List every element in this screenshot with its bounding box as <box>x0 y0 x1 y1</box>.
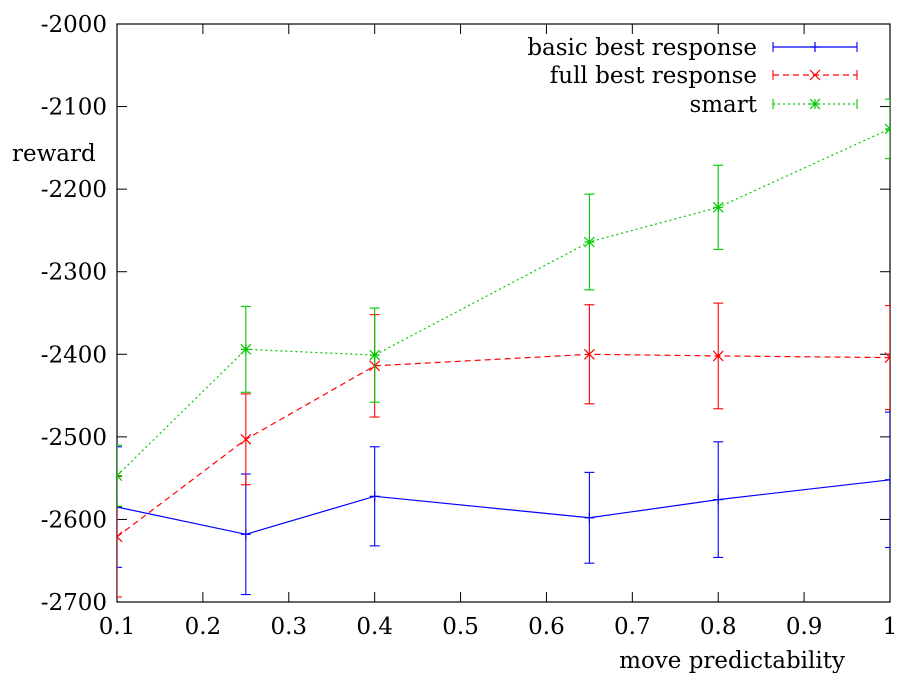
x-tick-label-5: 0.6 <box>528 614 565 640</box>
x-axis-label: move predictability <box>619 648 845 673</box>
y-tick-label-0: -2000 <box>41 12 107 38</box>
point-0-1 <box>240 529 251 540</box>
error-bar-2-0 <box>117 444 122 507</box>
error-bar-1-5 <box>885 305 890 411</box>
series-1 <box>117 302 890 598</box>
x-tick-label-2: 0.3 <box>270 614 307 640</box>
point-0-5 <box>885 474 890 485</box>
point-0-3 <box>584 512 595 523</box>
error-bar-1-0 <box>117 475 122 598</box>
legend-marker-0 <box>810 42 820 52</box>
error-bar-0-5 <box>885 411 890 549</box>
series-2 <box>117 98 890 507</box>
point-2-4 <box>712 201 724 213</box>
point-2-0 <box>117 470 123 482</box>
point-1-0 <box>117 531 123 543</box>
legend-item-2: smart <box>689 92 858 118</box>
legend-item-1: full best response <box>550 63 858 89</box>
series-line-1 <box>117 353 890 538</box>
point-2-2 <box>369 349 381 361</box>
y-tick-label-1: -2100 <box>41 95 107 121</box>
series-line-0 <box>117 479 890 535</box>
point-2-3 <box>583 236 595 248</box>
legend-label-2: smart <box>689 92 757 118</box>
legend-marker-2 <box>809 98 821 110</box>
x-tick-label-6: 0.7 <box>614 614 651 640</box>
series-0 <box>117 411 890 596</box>
series-layer <box>117 98 890 598</box>
point-2-1 <box>240 343 252 355</box>
point-1-1 <box>240 433 252 445</box>
y-tick-label-7: -2700 <box>41 590 107 616</box>
legend-label-0: basic best response <box>527 35 757 61</box>
point-1-3 <box>583 348 595 360</box>
y-tick-label-6: -2600 <box>41 507 107 533</box>
plot-frame <box>116 23 891 603</box>
x-tick-label-4: 0.5 <box>442 614 479 640</box>
error-bar-2-5 <box>885 98 890 160</box>
y-tick-label-5: -2500 <box>41 425 107 451</box>
x-tick-label-9: 1 <box>883 614 898 640</box>
point-0-0 <box>117 502 122 513</box>
point-0-2 <box>369 491 380 502</box>
x-tick-label-0: 0.1 <box>99 614 136 640</box>
point-1-5 <box>884 352 890 364</box>
y-tick-label-3: -2300 <box>41 260 107 286</box>
point-1-4 <box>712 350 724 362</box>
x-tick-label-8: 0.9 <box>786 614 823 640</box>
error-bar-0-0 <box>117 446 122 568</box>
point-2-5 <box>884 123 890 135</box>
x-tick-label-3: 0.4 <box>356 614 393 640</box>
point-0-4 <box>713 494 724 505</box>
y-tick-label-2: -2200 <box>41 177 107 203</box>
y-axis-label: reward <box>12 141 96 167</box>
x-tick-label-1: 0.2 <box>185 614 222 640</box>
legend-marker-1 <box>809 69 821 81</box>
plot-axes: 0.1 0.2 0.3 0.4 0.5 0.6 0.7 0.8 0.9 1 -2000 -2100 -2… <box>41 12 898 640</box>
legend-item-0: basic best response <box>527 35 858 61</box>
legend-label-1: full best response <box>550 63 757 89</box>
x-tick-label-7: 0.8 <box>700 614 737 640</box>
series-line-2 <box>117 128 890 477</box>
y-tick-label-4: -2400 <box>41 342 107 368</box>
